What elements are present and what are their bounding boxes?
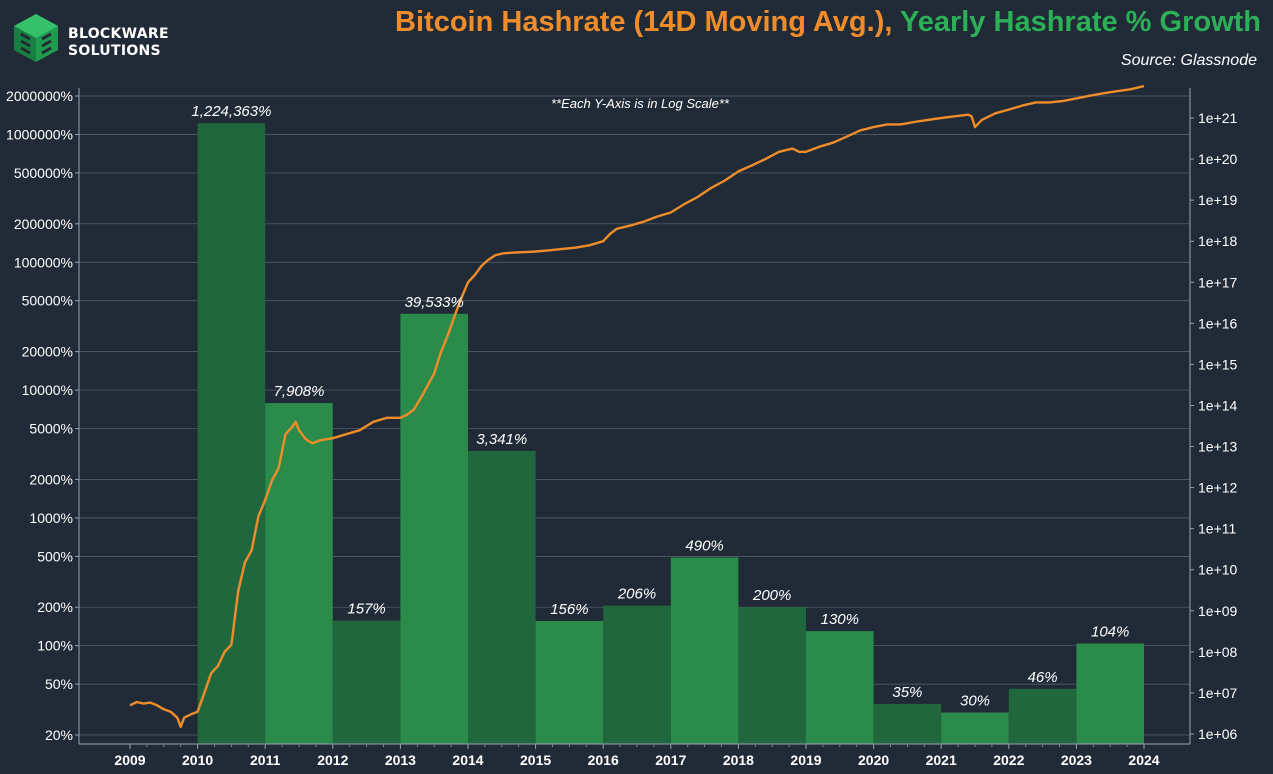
bar-2010 [197, 123, 266, 745]
bar-label-2018: 200% [752, 587, 791, 604]
right-tick-label: 1e+17 [1198, 274, 1238, 290]
brand-name: BLOCKWARE [68, 26, 169, 42]
bar-2022 [1008, 688, 1077, 744]
left-tick-label: 500000% [14, 165, 73, 181]
left-tick-label: 5000% [29, 421, 73, 437]
right-tick-label: 1e+15 [1198, 356, 1238, 372]
bar-label-2022: 46% [1028, 669, 1058, 686]
bar-label-2014: 3,341% [476, 431, 527, 448]
bar-label-2015: 156% [550, 601, 588, 618]
right-tick-label: 1e+11 [1198, 521, 1236, 537]
right-tick-label: 1e+10 [1198, 562, 1238, 578]
bar-2017 [670, 557, 739, 744]
bar-2011 [265, 403, 333, 744]
bar-label-2017: 490% [685, 537, 723, 554]
x-tick-label-2020: 2020 [858, 752, 889, 768]
right-tick-label: 1e+20 [1198, 151, 1238, 167]
brand-logo: BLOCKWARE SOLUTIONS [10, 12, 169, 64]
x-tick-label-2022: 2022 [993, 752, 1024, 768]
bar-label-2021: 30% [960, 692, 990, 709]
left-tick-label: 10000% [22, 382, 73, 398]
bar-2015 [535, 620, 604, 744]
cube-icon [14, 14, 58, 62]
bar-2021 [941, 712, 1009, 744]
left-tick-label: 2000% [29, 471, 73, 487]
bar-label-2020: 35% [892, 684, 922, 701]
x-tick-label-2014: 2014 [452, 752, 483, 768]
right-tick-label: 1e+19 [1198, 192, 1238, 208]
bar-label-2016: 206% [617, 586, 656, 603]
right-tick-label: 1e+08 [1198, 644, 1238, 660]
bar-label-2011: 7,908% [274, 383, 325, 400]
right-tick-label: 1e+21 [1198, 110, 1238, 126]
source-note: Source: Glassnode [1120, 52, 1257, 69]
left-tick-label: 200% [37, 599, 73, 615]
bar-label-2013: 39,533% [405, 294, 464, 311]
axes [78, 88, 1191, 745]
right-axis-tick-labels: 1e+06 1e+07 1e+08 1e+09 1e+10 1e+11 1e+12 1e+13… [1190, 110, 1238, 742]
x-tick-label-2017: 2017 [655, 752, 686, 768]
chart-title: Bitcoin Hashrate (14D Moving Avg.), Year… [395, 6, 1261, 39]
bar-2023 [1076, 643, 1144, 744]
bar-2014 [468, 450, 536, 744]
left-tick-label: 1000000% [6, 126, 73, 142]
x-tick-label-2012: 2012 [317, 752, 348, 768]
right-tick-label: 1e+12 [1198, 480, 1238, 496]
left-tick-label: 200000% [14, 216, 73, 232]
bar-labels: 1,224,363% 7,908% 157% 39,533% 3,341% 156% 206… [191, 103, 1129, 709]
right-tick-label: 1e+09 [1198, 603, 1238, 619]
left-tick-label: 50000% [22, 293, 73, 309]
x-tick-label-2009: 2009 [114, 752, 145, 768]
x-tick-label-2023: 2023 [1061, 752, 1092, 768]
left-tick-label: 100000% [14, 254, 73, 270]
bars [197, 123, 1144, 745]
x-tick-label-2015: 2015 [520, 752, 551, 768]
left-tick-label: 20000% [22, 344, 73, 360]
right-tick-label: 1e+16 [1198, 315, 1238, 331]
x-tick-label-2019: 2019 [790, 752, 821, 768]
bar-2018 [738, 607, 806, 744]
x-tick-label-2021: 2021 [926, 752, 957, 768]
x-tick-label-2018: 2018 [723, 752, 754, 768]
right-tick-label: 1e+18 [1198, 233, 1238, 249]
right-tick-label: 1e+07 [1198, 685, 1238, 701]
bar-2020 [873, 703, 942, 744]
left-tick-label: 500% [37, 548, 73, 564]
bar-2013 [400, 313, 468, 744]
bar-label-2012: 157% [347, 601, 385, 618]
bar-label-2019: 130% [821, 611, 859, 628]
left-tick-label: 100% [37, 638, 73, 654]
left-tick-label: 20% [45, 727, 73, 743]
title-hashrate: Bitcoin Hashrate (14D Moving Avg.) [395, 6, 885, 38]
brand-subname: SOLUTIONS [68, 43, 161, 59]
right-tick-label: 1e+06 [1198, 726, 1238, 742]
bar-label-2010: 1,224,363% [191, 103, 271, 120]
x-tick-label-2016: 2016 [588, 752, 619, 768]
left-tick-label: 2000000% [6, 88, 73, 104]
title-growth: Yearly Hashrate % Growth [899, 6, 1261, 38]
right-tick-label: 1e+14 [1198, 397, 1238, 413]
left-axis-tick-labels: 20% 50% 100% 200% 500% 1000% 2000% 5000% 10000% 2… [6, 88, 79, 743]
x-tick-label-2010: 2010 [182, 752, 213, 768]
hashrate-line [129, 84, 1145, 728]
left-tick-label: 1000% [29, 510, 73, 526]
right-tick-label: 1e+13 [1198, 439, 1238, 455]
title-separator: , [884, 6, 893, 38]
x-tick-label-2013: 2013 [385, 752, 416, 768]
bar-2012 [332, 620, 401, 744]
left-tick-label: 50% [45, 676, 73, 692]
bar-label-2023: 104% [1091, 623, 1129, 640]
x-tick-label-2011: 2011 [250, 752, 281, 768]
x-axis-tick-labels: 2009 2010 2011 2012 2013 2014 2015 2016 2017 2018… [114, 744, 1160, 768]
x-tick-label-2024: 2024 [1128, 752, 1159, 768]
bar-2019 [806, 631, 874, 744]
log-scale-note: **Each Y-Axis is in Log Scale** [551, 96, 730, 111]
bar-2016 [603, 605, 671, 744]
